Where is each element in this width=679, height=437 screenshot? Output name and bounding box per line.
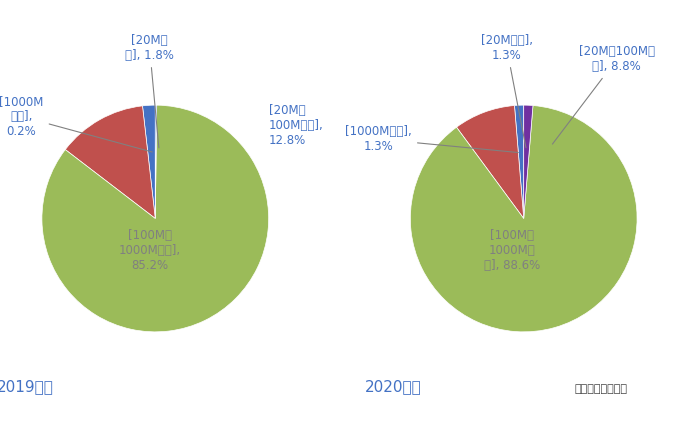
Wedge shape bbox=[515, 105, 524, 218]
Text: [20M以下],
1.3%: [20M以下], 1.3% bbox=[481, 34, 533, 148]
Text: [1000M以上],
1.3%: [1000M以上], 1.3% bbox=[345, 125, 518, 153]
Wedge shape bbox=[524, 105, 533, 218]
Text: [20M和100M之
间], 8.8%: [20M和100M之 间], 8.8% bbox=[553, 45, 655, 144]
Text: [20M和
100M之间],
12.8%: [20M和 100M之间], 12.8% bbox=[269, 104, 323, 147]
Text: 2019年末: 2019年末 bbox=[0, 379, 54, 394]
Text: 2020年末: 2020年末 bbox=[365, 379, 422, 394]
Wedge shape bbox=[42, 105, 269, 332]
Text: [20M以
下], 1.8%: [20M以 下], 1.8% bbox=[125, 34, 174, 148]
Wedge shape bbox=[410, 105, 637, 332]
Text: 注：分组下限在内: 注：分组下限在内 bbox=[574, 384, 627, 394]
Text: [100M和
1000M之间],
85.2%: [100M和 1000M之间], 85.2% bbox=[119, 229, 181, 272]
Text: [100M和
1000M之
间], 88.6%: [100M和 1000M之 间], 88.6% bbox=[484, 229, 540, 272]
Wedge shape bbox=[155, 105, 157, 218]
Wedge shape bbox=[456, 105, 524, 218]
Wedge shape bbox=[65, 106, 155, 218]
Text: [1000M
以上],
0.2%: [1000M 以上], 0.2% bbox=[0, 95, 152, 152]
Wedge shape bbox=[143, 105, 155, 218]
